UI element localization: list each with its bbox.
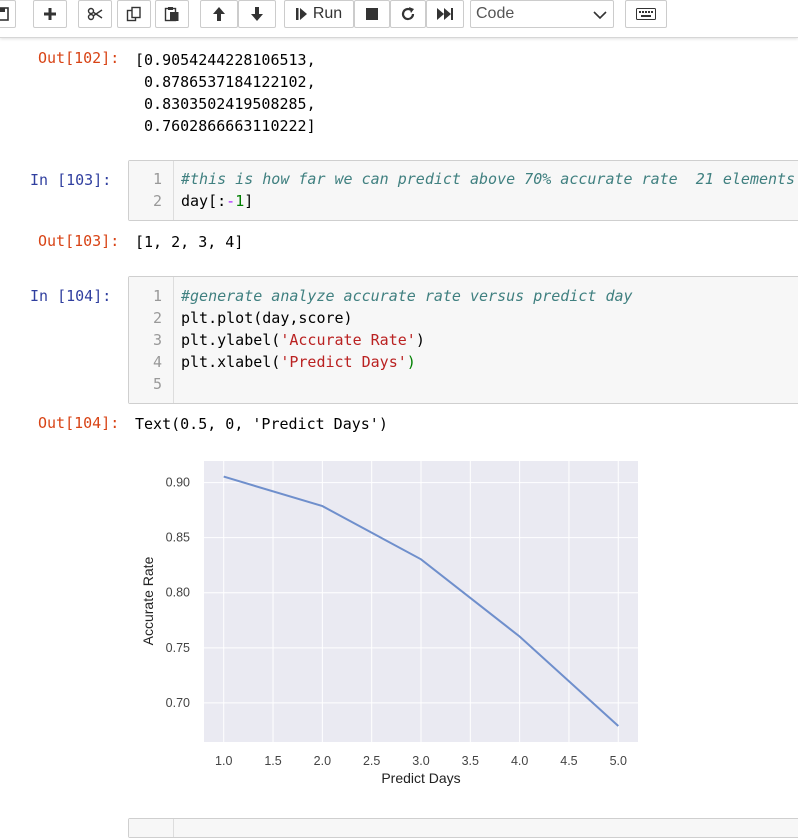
code-token: day[: (181, 192, 227, 210)
code-line: plt.ylabel('Accurate Rate') (181, 331, 425, 349)
code-token: ) (415, 331, 425, 349)
y-axis-label: Accurate Rate (140, 556, 156, 645)
code-line: #generate analyze accurate rate versus p… (181, 287, 633, 305)
line-number: 2 (152, 192, 162, 210)
line-number: 5 (152, 375, 162, 393)
run-label: Run (312, 5, 343, 22)
restart-button[interactable] (390, 0, 426, 28)
save-button[interactable] (0, 0, 16, 28)
line-number-gutter (129, 819, 174, 837)
line-number: 1 (152, 287, 162, 305)
x-tick-label: 4.0 (511, 754, 528, 768)
command-palette-button[interactable] (625, 0, 667, 28)
series-line (223, 475, 619, 727)
notebook-toolbar: Run Code (0, 0, 798, 38)
cut-button[interactable] (78, 0, 112, 28)
restart-run-all-button[interactable] (426, 0, 464, 28)
output-line: [0.9054244228106513, (135, 51, 316, 69)
x-tick-label: 4.5 (560, 754, 577, 768)
keyboard-icon (636, 8, 656, 20)
arrow-up-icon (213, 7, 225, 21)
stop-icon (366, 8, 378, 20)
paste-icon (164, 7, 179, 22)
insert-cell-button[interactable] (33, 0, 67, 28)
code-line: #this is how far we can predict above 70… (181, 170, 796, 188)
x-tick-label: 1.0 (215, 754, 232, 768)
x-tick-label: 1.5 (264, 754, 281, 768)
x-tick-label: 5.0 (610, 754, 627, 768)
cell-type-select[interactable]: Code (470, 0, 614, 28)
code-line: plt.plot(day,score) (181, 309, 353, 327)
restart-icon (401, 7, 415, 21)
line-number: 4 (152, 353, 162, 371)
x-tick-label: 3.5 (462, 754, 479, 768)
plot-area (204, 461, 638, 742)
move-up-button[interactable] (200, 0, 238, 28)
output-line: 0.8786537184122102, (135, 73, 316, 91)
x-axis-label: Predict Days (381, 770, 460, 786)
x-tick-label: 2.0 (314, 754, 331, 768)
y-tick-label: 0.80 (166, 586, 190, 600)
save-icon (0, 7, 9, 21)
plus-icon (44, 8, 56, 20)
output-prompt: Out[103]: (38, 232, 120, 250)
x-tick-label: 2.5 (363, 754, 380, 768)
run-icon (295, 8, 307, 20)
move-down-button[interactable] (238, 0, 276, 28)
y-tick-label: 0.90 (166, 476, 190, 490)
fast-forward-icon (437, 8, 453, 20)
paste-button[interactable] (155, 0, 189, 28)
code-token: plt.xlabel( (181, 353, 281, 371)
run-button[interactable]: Run (284, 0, 354, 28)
line-number: 3 (152, 331, 162, 349)
output-prompt: Out[104]: (38, 414, 120, 432)
code-cell-103[interactable]: 1 2 #this is how far we can predict abov… (128, 160, 798, 221)
input-prompt: In [104]: (30, 287, 112, 305)
grid-lines (204, 461, 638, 742)
code-token: 'Accurate Rate' (280, 331, 416, 349)
line-number: 2 (152, 309, 162, 327)
y-axis-ticks: 0.70 0.75 0.80 0.85 0.90 (166, 476, 190, 710)
code-token: - (226, 192, 236, 210)
code-token: ] (244, 192, 254, 210)
cell-type-value: Code (476, 5, 515, 22)
code-token: plt.ylabel( (181, 331, 281, 349)
output-line: 0.8303502419508285, (135, 95, 316, 113)
code-cell-104[interactable]: 1 2 3 4 5 #generate analyze accurate rat… (128, 276, 798, 404)
copy-button[interactable] (117, 0, 151, 28)
output-prompt: Out[102]: (38, 49, 120, 67)
y-tick-label: 0.85 (166, 531, 190, 545)
input-prompt: In [103]: (30, 171, 112, 189)
line-number-gutter (129, 277, 174, 403)
line-number-gutter (129, 161, 174, 220)
cut-icon (87, 7, 103, 21)
code-token: 1 (235, 192, 245, 210)
x-axis-ticks: 1.0 1.5 2.0 2.5 3.0 3.5 4.0 4.5 5.0 (215, 754, 627, 768)
code-line: plt.xlabel('Predict Days') (181, 353, 416, 371)
output-line: 0.7602866663110222] (135, 117, 316, 135)
output-text: Text(0.5, 0, 'Predict Days') (135, 415, 388, 433)
line-number: 1 (152, 170, 162, 188)
code-line: day[:-1] (181, 192, 253, 210)
y-tick-label: 0.70 (166, 696, 190, 710)
arrow-down-icon (251, 7, 263, 21)
interrupt-button[interactable] (354, 0, 390, 28)
output-text: [1, 2, 3, 4] (135, 233, 244, 251)
y-tick-label: 0.75 (166, 641, 190, 655)
x-tick-label: 3.0 (412, 754, 429, 768)
output-text: [0.9054244228106513, 0.8786537184122102,… (135, 49, 316, 137)
code-token: 'Predict Days' (280, 353, 407, 371)
chevron-down-icon (593, 11, 607, 20)
code-token: ) (406, 353, 416, 371)
copy-icon (126, 6, 141, 22)
empty-code-cell[interactable] (128, 818, 798, 838)
